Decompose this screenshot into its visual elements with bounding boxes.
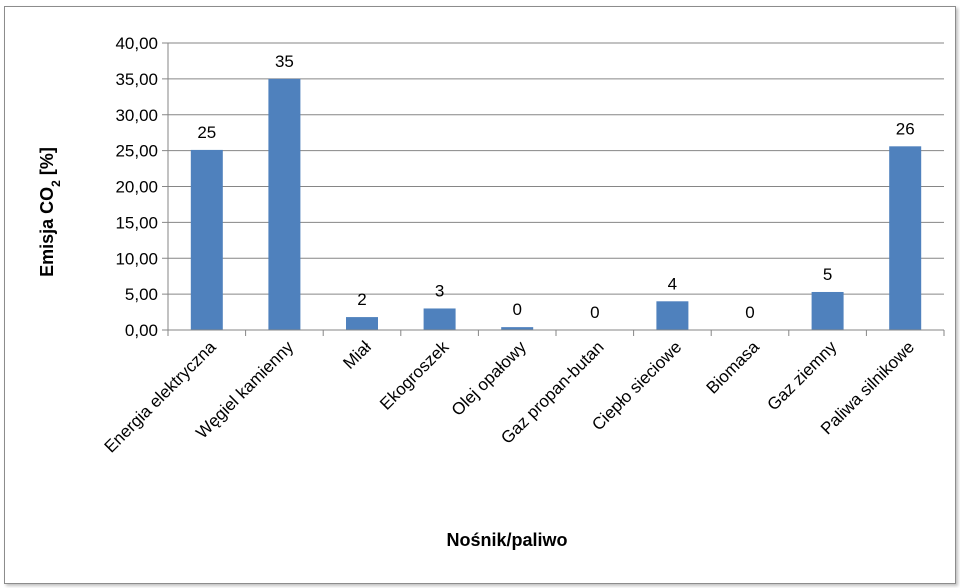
y-axis-title-main: Emisja CO xyxy=(37,187,57,277)
y-tick-label: 0,00 xyxy=(125,321,158,340)
data-label: 2 xyxy=(357,290,366,309)
data-label: 4 xyxy=(668,274,677,293)
y-tick-label: 35,00 xyxy=(115,70,158,89)
y-tick-label: 40,00 xyxy=(115,34,158,53)
y-tick-label: 30,00 xyxy=(115,106,158,125)
data-label: 35 xyxy=(275,52,294,71)
category-label: Ekogroszek xyxy=(376,337,453,414)
category-label: Miał xyxy=(339,337,375,373)
y-axis-title-unit: [%] xyxy=(37,147,57,180)
bar xyxy=(423,308,456,330)
bar xyxy=(501,327,534,330)
chart-frame xyxy=(4,6,956,584)
bars xyxy=(190,78,922,330)
data-labels: 25 35 2 3 0 0 4 0 5 26 xyxy=(197,52,914,322)
y-tick-label: 5,00 xyxy=(125,285,158,304)
data-label: 26 xyxy=(896,119,915,138)
data-label: 0 xyxy=(512,300,521,319)
data-label: 0 xyxy=(590,303,599,322)
y-axis-title: Emisja CO2 [%] xyxy=(37,147,63,277)
bar xyxy=(346,317,378,330)
bar xyxy=(889,146,922,330)
data-label: 25 xyxy=(197,123,216,142)
bar xyxy=(656,301,689,330)
y-tick-labels: 0,00 5,00 10,00 15,00 20,00 25,00 30,00 35,00 40… xyxy=(115,34,158,340)
data-label: 5 xyxy=(823,265,832,284)
y-tick-label: 10,00 xyxy=(115,249,158,268)
y-tick-label: 15,00 xyxy=(115,213,158,232)
bar xyxy=(190,149,223,330)
category-label: Biomasa xyxy=(703,337,764,398)
bar xyxy=(811,291,844,330)
y-tick-label: 20,00 xyxy=(115,178,158,197)
category-label: Gaz ziemny xyxy=(764,337,841,414)
category-label: Olej opałowy xyxy=(448,337,531,420)
y-tick-label: 25,00 xyxy=(115,142,158,161)
data-label: 3 xyxy=(435,281,444,300)
x-axis-title: Nośnik/paliwo xyxy=(446,530,567,550)
data-label: 0 xyxy=(745,303,754,322)
y-axis-title-subscript: 2 xyxy=(49,180,63,187)
bar xyxy=(268,78,301,330)
